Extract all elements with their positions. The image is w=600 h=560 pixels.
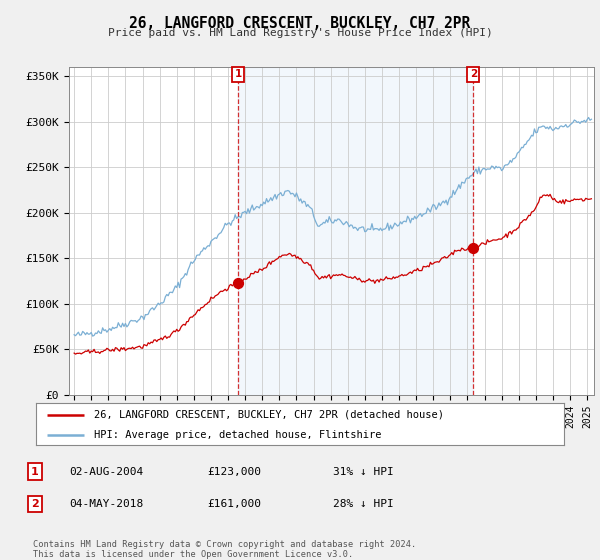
Text: 26, LANGFORD CRESCENT, BUCKLEY, CH7 2PR: 26, LANGFORD CRESCENT, BUCKLEY, CH7 2PR — [130, 16, 470, 31]
Text: Contains HM Land Registry data © Crown copyright and database right 2024.: Contains HM Land Registry data © Crown c… — [33, 540, 416, 549]
Text: This data is licensed under the Open Government Licence v3.0.: This data is licensed under the Open Gov… — [33, 550, 353, 559]
Text: 2: 2 — [470, 69, 477, 80]
Text: 02-AUG-2004: 02-AUG-2004 — [69, 466, 143, 477]
Text: Price paid vs. HM Land Registry's House Price Index (HPI): Price paid vs. HM Land Registry's House … — [107, 28, 493, 38]
Text: 26, LANGFORD CRESCENT, BUCKLEY, CH7 2PR (detached house): 26, LANGFORD CRESCENT, BUCKLEY, CH7 2PR … — [94, 410, 444, 420]
Text: 31% ↓ HPI: 31% ↓ HPI — [333, 466, 394, 477]
Text: £161,000: £161,000 — [207, 499, 261, 509]
Text: 2: 2 — [31, 499, 38, 509]
Text: 1: 1 — [235, 69, 242, 80]
Text: 1: 1 — [31, 466, 38, 477]
Text: 28% ↓ HPI: 28% ↓ HPI — [333, 499, 394, 509]
Point — [469, 244, 478, 253]
Point — [233, 278, 243, 287]
Text: £123,000: £123,000 — [207, 466, 261, 477]
Text: 04-MAY-2018: 04-MAY-2018 — [69, 499, 143, 509]
Text: HPI: Average price, detached house, Flintshire: HPI: Average price, detached house, Flin… — [94, 430, 382, 440]
Bar — [238, 67, 473, 395]
